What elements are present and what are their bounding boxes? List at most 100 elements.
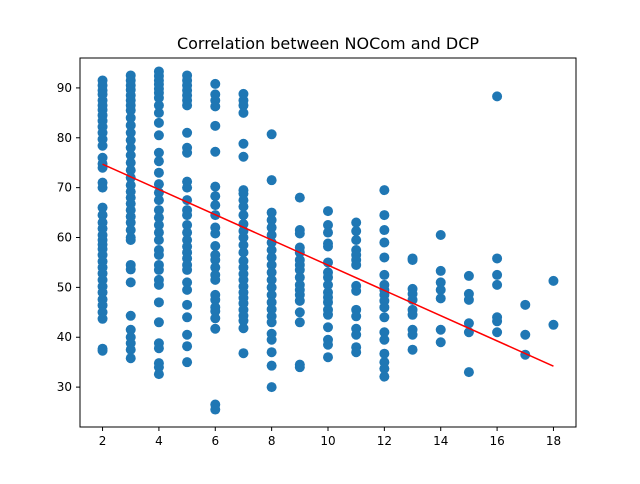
- data-point: [153, 235, 164, 246]
- data-point: [548, 275, 559, 286]
- data-point: [294, 295, 305, 306]
- data-point: [210, 294, 221, 305]
- data-point: [153, 130, 164, 141]
- data-point: [351, 217, 362, 228]
- data-point: [379, 185, 390, 196]
- data-point: [182, 341, 193, 352]
- data-point: [182, 277, 193, 288]
- data-point: [125, 157, 136, 168]
- data-point: [520, 299, 531, 310]
- data-point: [294, 228, 305, 239]
- data-point: [323, 322, 333, 333]
- data-point: [266, 259, 277, 270]
- x-tick-label: 6: [211, 434, 219, 448]
- data-point: [379, 371, 390, 382]
- data-point: [153, 205, 164, 216]
- data-point: [153, 100, 164, 111]
- data-point: [97, 287, 108, 298]
- y-tick-label: 70: [57, 181, 72, 195]
- data-point: [266, 360, 277, 371]
- data-point: [294, 307, 305, 318]
- data-point: [125, 150, 136, 161]
- data-point: [125, 217, 136, 228]
- data-point: [266, 267, 277, 278]
- data-point: [153, 343, 164, 354]
- data-point: [266, 129, 277, 140]
- x-tick-label: 14: [433, 434, 448, 448]
- data-point: [238, 151, 249, 162]
- data-point: [125, 135, 136, 146]
- data-point: [492, 327, 503, 338]
- data-point: [182, 227, 193, 238]
- y-tick-label: 30: [57, 380, 72, 394]
- data-point: [153, 212, 164, 223]
- y-axis: 30 40 50 60 70 80 90: [57, 81, 80, 394]
- data-point: [463, 318, 474, 329]
- data-point: [266, 252, 277, 263]
- data-point: [463, 294, 474, 305]
- data-point: [379, 348, 390, 359]
- data-point: [379, 312, 390, 323]
- data-point: [153, 117, 164, 128]
- data-point: [238, 348, 249, 359]
- data-point: [125, 235, 136, 246]
- y-tick-label: 80: [57, 131, 72, 145]
- data-point: [435, 284, 446, 295]
- data-point: [266, 175, 277, 186]
- data-point: [435, 277, 446, 288]
- data-point: [435, 324, 446, 335]
- data-point: [210, 313, 221, 324]
- data-point: [153, 297, 164, 308]
- data-point: [323, 352, 333, 363]
- x-tick-label: 4: [155, 434, 163, 448]
- data-point: [153, 369, 164, 380]
- data-point: [153, 156, 164, 167]
- data-point: [238, 100, 249, 111]
- data-point: [266, 297, 277, 308]
- data-point: [125, 105, 136, 116]
- data-point: [153, 220, 164, 231]
- data-point: [210, 120, 221, 131]
- data-point: [97, 140, 108, 151]
- trend-line: [102, 163, 554, 367]
- data-point: [182, 147, 193, 158]
- data-point: [379, 252, 390, 263]
- data-point: [548, 319, 559, 330]
- data-point: [379, 225, 390, 236]
- data-point: [97, 313, 108, 324]
- data-point: [153, 107, 164, 118]
- data-point: [492, 279, 503, 290]
- data-point: [266, 244, 277, 255]
- data-point: [379, 210, 390, 221]
- data-point: [323, 220, 333, 231]
- data-point: [97, 300, 108, 311]
- data-point: [125, 344, 136, 355]
- data-point: [153, 195, 164, 206]
- data-point: [97, 162, 108, 173]
- data-point: [125, 264, 136, 275]
- data-point: [266, 347, 277, 358]
- data-point: [323, 206, 333, 217]
- data-point: [125, 324, 136, 335]
- x-tick-label: 8: [268, 434, 276, 448]
- data-point: [182, 127, 193, 138]
- data-point: [463, 367, 474, 378]
- data-point: [351, 259, 362, 270]
- data-point: [210, 240, 221, 251]
- data-point: [153, 227, 164, 238]
- x-tick-label: 12: [377, 434, 392, 448]
- data-point: [125, 142, 136, 153]
- data-point: [153, 279, 164, 290]
- data-point: [125, 310, 136, 321]
- data-point: [153, 264, 164, 275]
- data-point: [266, 215, 277, 226]
- data-point: [153, 249, 164, 260]
- data-point: [379, 334, 390, 345]
- data-point: [266, 304, 277, 315]
- data-point: [294, 264, 305, 275]
- data-point: [238, 315, 249, 326]
- data-point: [238, 107, 249, 118]
- data-point: [182, 284, 193, 295]
- data-point: [492, 91, 503, 102]
- x-tick-label: 2: [99, 434, 107, 448]
